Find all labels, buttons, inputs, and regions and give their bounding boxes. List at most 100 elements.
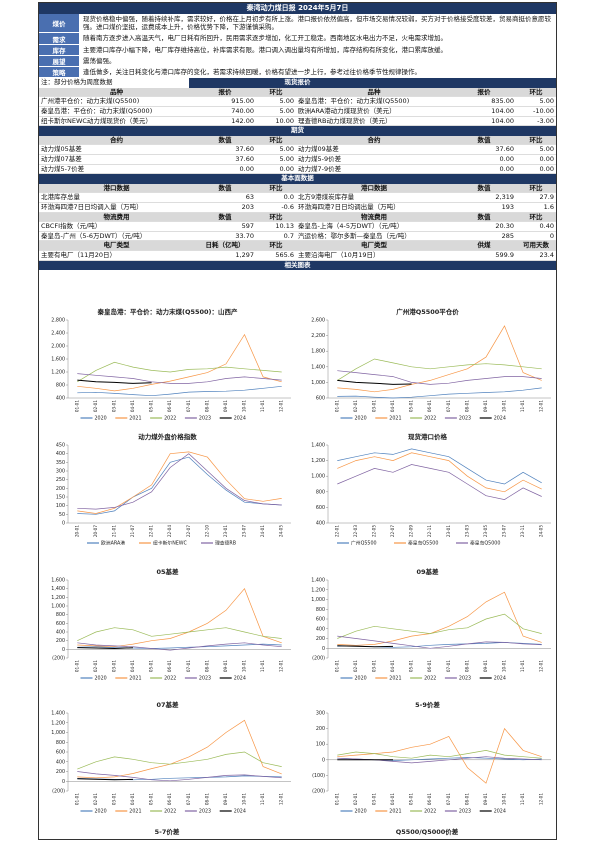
series-line — [337, 464, 542, 500]
data-row: 动力煤5-7价差 0.00 0.00 动力煤7-9价差 0.00 0.00 — [39, 164, 556, 175]
x-tick-label: 11-01 — [260, 400, 265, 413]
y-tick-label: 1,200 — [311, 458, 325, 464]
header-cell: 可用天数 — [516, 240, 556, 251]
legend-label: 2023 — [459, 676, 471, 682]
legend-label: 2022 — [164, 416, 176, 422]
item-name: 秦皇岛-上海（4-5万DWT）（元/吨） — [296, 221, 452, 232]
series-line — [77, 373, 282, 384]
y-tick-label: 150 — [56, 495, 65, 501]
item-value: 599.9 — [452, 250, 516, 261]
header-cell: 环比 — [256, 135, 296, 146]
legend-label: 2020 — [95, 809, 107, 815]
y-tick-label: 2,800 — [51, 318, 65, 324]
series-line — [337, 750, 542, 759]
header-cell: 品种 — [296, 87, 452, 98]
item-value: 20.30 — [452, 221, 516, 232]
legend-label: 秦皇岛Q5000 — [470, 540, 500, 547]
header-cell: 合约 — [39, 135, 194, 146]
x-tick-label: 02-01 — [93, 660, 98, 673]
x-tick-label: 22-11 — [427, 525, 432, 538]
x-tick-label: 08-01 — [464, 793, 469, 806]
y-tick-label: 200 — [316, 726, 325, 732]
series-line — [337, 452, 542, 493]
legend-label: 2021 — [129, 676, 141, 682]
y-tick-label: 1,600 — [51, 578, 65, 584]
series-line — [77, 751, 282, 770]
y-tick-label: 800 — [56, 740, 65, 746]
report-body: 秦湾动力煤日报 2024年5月7日 煤价 现货价格稳中偏强，随着持续补库，需求较好，… — [39, 3, 556, 271]
y-tick-label: 50 — [59, 512, 65, 518]
x-tick-label: 22-04 — [167, 525, 172, 538]
section-band: 相关图表 — [39, 260, 556, 271]
item-value: 27.9 — [516, 192, 556, 203]
chart-caption: 5-7价差 — [155, 827, 180, 836]
item-name: 欧洲ARA港动力煤现货价（美元） — [296, 106, 452, 117]
x-tick-label: 02-01 — [353, 400, 358, 413]
x-tick-label: 02-01 — [93, 793, 98, 806]
item-value: 0.00 — [194, 164, 256, 175]
chart-title: 07基差 — [156, 700, 179, 709]
x-tick-label: 12-01 — [279, 400, 284, 413]
item-value: 0.00 — [452, 164, 516, 175]
y-tick-label: 200 — [56, 769, 65, 775]
x-tick-label: 06-01 — [167, 793, 172, 806]
y-tick-label: (200) — [312, 789, 325, 795]
header-row: 电厂类型 日耗（亿吨） 环比 电厂类型 供煤 可用天数 — [39, 240, 556, 251]
x-tick-label: 08-01 — [204, 793, 209, 806]
x-tick-label: 09-01 — [223, 793, 228, 806]
y-tick-label: 800 — [316, 489, 325, 495]
legend-label: 2020 — [95, 416, 107, 422]
series-line — [337, 325, 542, 393]
data-row: 纽卡斯尔NEWC动力煤现货价（美元） 142.00 10.00 理查德RB动力煤现货价… — [39, 116, 556, 127]
y-tick-label: 1,800 — [311, 349, 325, 355]
item-name: 秦皇岛港：平仓价：动力末煤(Q5000) — [39, 106, 194, 117]
legend-label: 2021 — [129, 809, 141, 815]
header-cell: 供煤 — [452, 240, 516, 251]
x-tick-label: 03-01 — [111, 400, 116, 413]
x-tick-label: 09-01 — [223, 660, 228, 673]
header-cell: 环比 — [516, 135, 556, 146]
y-tick-label: (200) — [52, 789, 65, 795]
x-tick-label: 21-07 — [130, 525, 135, 538]
item-value: 1.6 — [516, 202, 556, 213]
summary-label: 需求 — [39, 33, 79, 44]
item-value: 33.70 — [194, 231, 256, 242]
legend-label: 2021 — [389, 676, 401, 682]
item-value: 0.00 — [516, 154, 556, 165]
summary-row: 库存 主要港口库存小幅下降，电厂库存维持高位，补库需求有限。港口调入调出量均有所增… — [39, 44, 556, 56]
data-row: 环渤海四港7日日均调入量（万吨） 203 -0.6 环渤海四港7日日均调出量（万吨） 1… — [39, 202, 556, 213]
y-tick-label: 800 — [316, 607, 325, 613]
x-tick-label: 22-03 — [353, 525, 358, 538]
x-tick-label: 05-01 — [409, 400, 414, 413]
y-tick-label: 400 — [316, 521, 325, 527]
item-name: 主要有电厂（11月20日） — [39, 250, 194, 261]
y-tick-label: 600 — [56, 750, 65, 756]
header-cell: 港口数据 — [39, 183, 194, 194]
series-line — [77, 771, 282, 782]
series-line — [77, 361, 282, 383]
header-row: 合约 数值 环比 合约 数值 环比 — [39, 135, 556, 146]
y-tick-label: 300 — [316, 711, 325, 717]
header-cell: 环比 — [256, 87, 296, 98]
x-tick-label: 07-01 — [446, 660, 451, 673]
x-tick-label: 09-01 — [483, 793, 488, 806]
x-tick-label: 03-01 — [371, 793, 376, 806]
item-name: 动力煤5-7价差 — [39, 164, 194, 175]
item-value: 10.13 — [256, 221, 296, 232]
x-tick-label: 12-01 — [279, 793, 284, 806]
x-tick-label: 09-01 — [483, 400, 488, 413]
x-tick-label: 22-09 — [409, 525, 414, 538]
section-band: 期货 — [39, 126, 556, 136]
data-row: 秦皇岛港：平仓价：动力末煤(Q5000) 740.00 5.00 欧洲ARA港动力煤现… — [39, 106, 556, 117]
legend-label: 2024 — [494, 676, 506, 682]
item-value: 1,297 — [194, 250, 256, 261]
y-tick-label: (200) — [52, 656, 65, 662]
x-tick-label: 05-01 — [409, 660, 414, 673]
x-tick-label: 12-01 — [279, 660, 284, 673]
chart-caption: Q5500/Q5000价差 — [396, 827, 459, 836]
legend-label: 2020 — [355, 676, 367, 682]
x-tick-label: 09-01 — [223, 400, 228, 413]
y-tick-label: 1,400 — [311, 364, 325, 370]
item-value: 0 — [516, 231, 556, 242]
